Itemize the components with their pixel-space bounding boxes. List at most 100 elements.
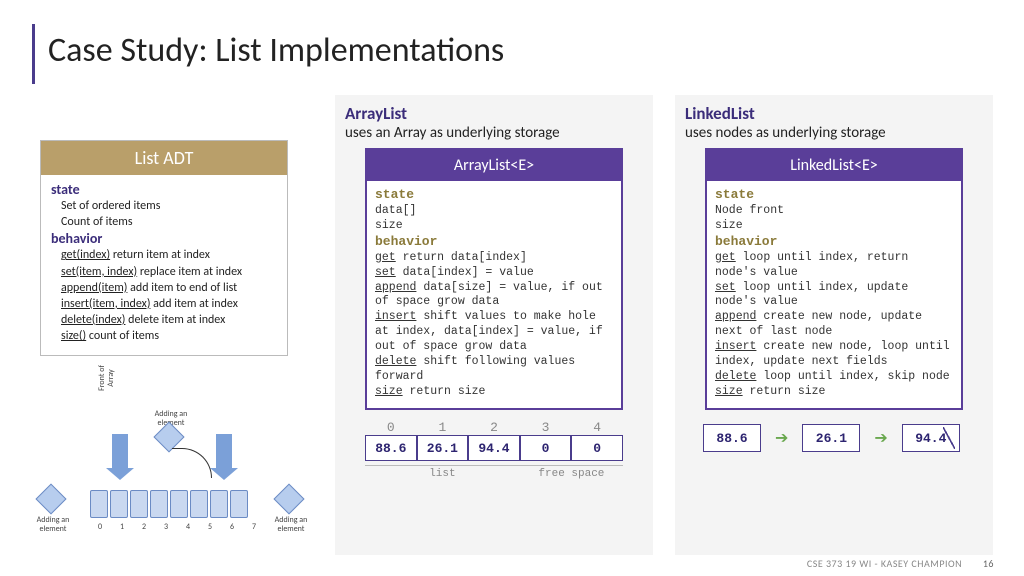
al-set: set data[index] = value	[375, 266, 613, 281]
array-insert-diagram: Adding an element Adding an element Fron…	[30, 398, 310, 548]
ll-size: size return size	[715, 385, 953, 400]
linkedlist-spec-header: LinkedList<E>	[707, 150, 961, 181]
dia-label-add-left: Adding an element	[28, 516, 78, 534]
page-title: Case Study: List Implementations	[48, 30, 504, 71]
al-siz-d: return size	[403, 385, 486, 398]
adt-append-desc: add item to end of list	[127, 281, 237, 295]
ll-state-2: size	[715, 219, 953, 234]
arr-cell-0: 88.6	[365, 435, 417, 461]
diamond-icon	[273, 483, 304, 514]
ll-set: set loop until index, update node's valu…	[715, 281, 953, 311]
adt-state-1: Set of ordered items	[61, 198, 277, 214]
linkedlist-viz: 88.6 ➔ 26.1 ➔ 94.4	[703, 424, 965, 452]
dia-cell	[110, 490, 128, 518]
ll-node-2: 94.4	[902, 424, 960, 452]
al-state-hdr: state	[375, 187, 613, 204]
arraylist-spec-card: ArrayList<E> state data[] size behavior …	[365, 148, 623, 410]
arr-idx-4: 4	[571, 420, 623, 435]
dia-idx: 2	[134, 522, 154, 532]
adt-set: set(item, index) replace item at index	[61, 264, 277, 280]
ll-del-m: delete	[715, 370, 756, 383]
ll-state-hdr: state	[715, 187, 953, 204]
ll-set-m: set	[715, 281, 736, 294]
accent-bar	[32, 24, 35, 84]
al-get-d: return data[index]	[396, 251, 527, 264]
adt-insert-method: insert(item, index)	[61, 297, 150, 311]
ll-insert: insert create new node, loop until index…	[715, 340, 953, 370]
adt-delete-method: delete(index)	[61, 313, 125, 327]
adt-size-method: size()	[61, 329, 86, 343]
adt-state-2: Count of items	[61, 214, 277, 230]
dia-cell	[210, 490, 228, 518]
arr-idx-1: 1	[417, 420, 469, 435]
adt-behavior-hdr: behavior	[51, 230, 277, 247]
ll-ins-m: insert	[715, 340, 756, 353]
al-size: size return size	[375, 385, 613, 400]
arraylist-spec-body: state data[] size behavior get return da…	[367, 181, 621, 408]
dia-idx: 0	[90, 522, 110, 532]
footer-page-number: 16	[983, 557, 994, 570]
diagram-indices: 0 1 2 3 4 5 6 7	[90, 522, 264, 532]
list-adt-card: List ADT state Set of ordered items Coun…	[40, 140, 288, 356]
al-append: append data[size] = value, if out of spa…	[375, 281, 613, 311]
array-cells: 88.6 26.1 94.4 0 0	[365, 435, 623, 461]
arrow-icon: ➔	[874, 428, 887, 448]
slide-footer: CSE 373 19 WI - KASEY CHAMPION 16	[807, 557, 994, 570]
ll-append: append create new node, update next of l…	[715, 310, 953, 340]
arr-idx-2: 2	[468, 420, 520, 435]
al-set-m: set	[375, 266, 396, 279]
array-section-labels: list free space	[365, 465, 623, 480]
al-insert: insert shift values to make hole at inde…	[375, 310, 613, 355]
dia-cell	[170, 490, 188, 518]
list-adt-body: state Set of ordered items Count of item…	[41, 175, 287, 355]
adt-insert: insert(item, index) add item at index	[61, 296, 277, 312]
ll-behavior-hdr: behavior	[715, 234, 953, 251]
dia-idx: 5	[200, 522, 220, 532]
list-adt-header: List ADT	[41, 141, 287, 175]
arraylist-title: ArrayList	[345, 103, 643, 124]
ll-del-d: loop until index, skip node	[756, 370, 949, 383]
arr-cell-2: 94.4	[468, 435, 520, 461]
al-ins-m: insert	[375, 310, 416, 323]
diagram-array-row	[90, 490, 248, 518]
ll-get-d: loop until index, return node's value	[715, 251, 908, 279]
arraylist-column: ArrayList uses an Array as underlying st…	[335, 95, 653, 555]
diamond-icon	[35, 483, 66, 514]
adt-size: size() count of items	[61, 328, 277, 344]
adt-delete: delete(index) delete item at index	[61, 312, 277, 328]
arr-idx-0: 0	[365, 420, 417, 435]
ll-set-d: loop until index, update node's value	[715, 281, 908, 309]
adt-delete-desc: delete item at index	[125, 313, 225, 327]
ll-siz-m: size	[715, 385, 743, 398]
arrow-down-icon	[112, 434, 128, 470]
arrow-icon: ➔	[775, 428, 788, 448]
linkedlist-title: LinkedList	[685, 103, 983, 124]
dia-cell	[90, 490, 108, 518]
curve-arrow-icon	[172, 448, 212, 478]
adt-append: append(item) add item to end of list	[61, 280, 277, 296]
arr-cell-1: 26.1	[417, 435, 469, 461]
ll-app-m: append	[715, 310, 756, 323]
al-behavior-hdr: behavior	[375, 234, 613, 251]
al-set-d: data[index] = value	[396, 266, 534, 279]
adt-get-desc: return item at index	[110, 248, 210, 262]
dia-idx: 6	[222, 522, 242, 532]
dia-idx: 1	[112, 522, 132, 532]
adt-set-desc: replace item at index	[137, 265, 242, 279]
adt-size-desc: count of items	[86, 329, 159, 343]
arr-idx-3: 3	[520, 420, 572, 435]
dia-idx: 3	[156, 522, 176, 532]
ll-node-1: 26.1	[802, 424, 860, 452]
al-app-m: append	[375, 281, 416, 294]
adt-insert-desc: add item at index	[150, 297, 237, 311]
ll-get-m: get	[715, 251, 736, 264]
al-delete: delete shift following values forward	[375, 355, 613, 385]
ll-siz-d: return size	[743, 385, 826, 398]
adt-state-hdr: state	[51, 181, 277, 198]
al-del-m: delete	[375, 355, 416, 368]
linkedlist-column: LinkedList uses nodes as underlying stor…	[675, 95, 993, 555]
footer-course: CSE 373 19 WI - KASEY CHAMPION	[807, 557, 962, 570]
al-state-1: data[]	[375, 204, 613, 219]
dia-idx: 7	[244, 522, 264, 532]
dia-cell	[230, 490, 248, 518]
